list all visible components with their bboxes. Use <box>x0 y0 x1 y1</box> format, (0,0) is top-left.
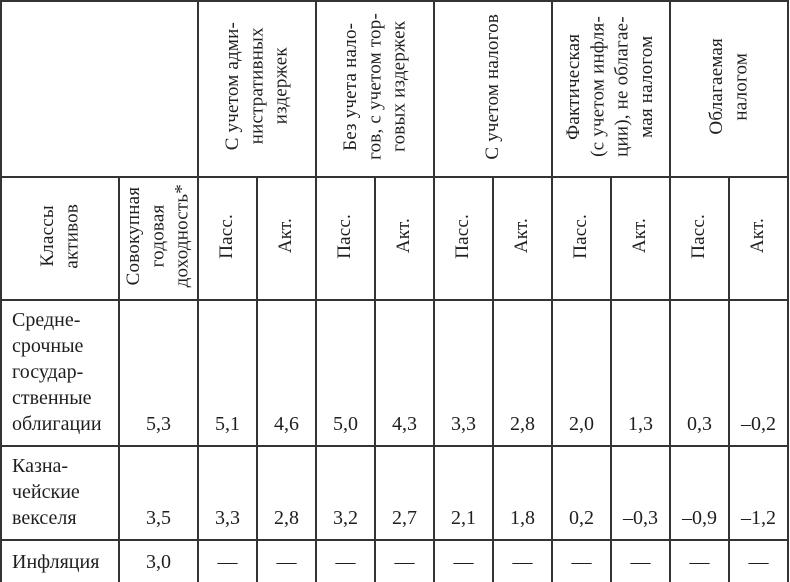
table-row-treasury-bills: Казна- чейские векселя 3,5 3,3 2,8 3,2 2… <box>0 445 789 541</box>
value-cell: 2,8 <box>256 445 317 541</box>
sub-header-label: Пасс. <box>452 213 474 259</box>
group-header-label: Фактическая (с учетом инфля- ции), не об… <box>563 16 658 157</box>
sub-header-active: Акт. <box>374 176 435 301</box>
sub-header-active: Акт. <box>610 176 671 301</box>
group-header-after-tax: С учетом налогов <box>433 0 553 178</box>
total-return-header: Совокупная годовая доходность* <box>118 176 199 301</box>
sub-header-active: Акт. <box>728 176 789 301</box>
group-header-label: Без учета нало- гов, с учетом тор- говых… <box>339 13 410 160</box>
group-header-row: С учетом адми- нистративных издержек Без… <box>0 0 789 178</box>
asset-classes-label: Классы активов <box>36 203 82 269</box>
value-cell: –0,3 <box>610 445 671 541</box>
total-return-value: 3,0 <box>118 539 199 582</box>
table-row-government-bonds: Средне- срочные государ- ственные облига… <box>0 299 789 447</box>
total-return-label: Совокупная годовая доходность* <box>123 184 193 288</box>
group-header-label: Облагаемая налогом <box>705 38 751 135</box>
group-header-real-tax-exempt: Фактическая (с учетом инфля- ции), не об… <box>551 0 671 178</box>
value-cell: — <box>315 539 376 582</box>
value-cell: 3,2 <box>315 445 376 541</box>
group-header-label: С учетом адми- нистративных издержек <box>221 22 292 151</box>
table-row-inflation: Инфляция 3,0 — — — — — — — — — — <box>0 539 789 582</box>
value-cell: 4,6 <box>256 299 317 447</box>
value-cell: — <box>256 539 317 582</box>
sub-header-passive: Пасс. <box>433 176 494 301</box>
value-cell: 2,8 <box>492 299 553 447</box>
value-cell: 5,0 <box>315 299 376 447</box>
sub-header-label: Акт. <box>511 218 533 254</box>
value-cell: 4,3 <box>374 299 435 447</box>
value-cell: 3,3 <box>433 299 494 447</box>
value-cell: 5,1 <box>197 299 258 447</box>
value-cell: — <box>374 539 435 582</box>
value-cell: — <box>197 539 258 582</box>
sub-header-label: Пасс. <box>216 213 238 259</box>
row-label: Казна- чейские векселя <box>0 445 120 541</box>
row-label: Средне- срочные государ- ственные облига… <box>0 299 120 447</box>
value-cell: –0,2 <box>728 299 789 447</box>
value-cell: 2,1 <box>433 445 494 541</box>
value-cell: 1,3 <box>610 299 671 447</box>
sub-header-label: Пасс. <box>688 213 710 259</box>
total-return-value: 5,3 <box>118 299 199 447</box>
value-cell: 0,2 <box>551 445 612 541</box>
sub-header-label: Акт. <box>393 218 415 254</box>
value-cell: — <box>669 539 730 582</box>
corner-cell <box>0 0 199 178</box>
total-return-value: 3,5 <box>118 445 199 541</box>
group-header-label: С учетом налогов <box>481 13 503 160</box>
value-cell: — <box>610 539 671 582</box>
sub-header-label: Пасс. <box>334 213 356 259</box>
value-cell: — <box>551 539 612 582</box>
value-cell: — <box>492 539 553 582</box>
row-label: Инфляция <box>0 539 120 582</box>
value-cell: — <box>728 539 789 582</box>
sub-header-label: Акт. <box>629 218 651 254</box>
sub-header-passive: Пасс. <box>315 176 376 301</box>
group-header-admin-costs: С учетом адми- нистративных издержек <box>197 0 317 178</box>
sub-header-row: Классы активов Совокупная годовая доходн… <box>0 176 789 301</box>
value-cell: 1,8 <box>492 445 553 541</box>
value-cell: — <box>433 539 494 582</box>
sub-header-label: Акт. <box>275 218 297 254</box>
value-cell: –1,2 <box>728 445 789 541</box>
sub-header-active: Акт. <box>256 176 317 301</box>
group-header-taxable: Облагаемая налогом <box>669 0 789 178</box>
sub-header-active: Акт. <box>492 176 553 301</box>
value-cell: 2,7 <box>374 445 435 541</box>
sub-header-label: Пасс. <box>570 213 592 259</box>
sub-header-label: Акт. <box>747 218 769 254</box>
group-header-pretax-trading-costs: Без учета нало- гов, с учетом тор- говых… <box>315 0 435 178</box>
sub-header-passive: Пасс. <box>551 176 612 301</box>
sub-header-passive: Пасс. <box>197 176 258 301</box>
value-cell: 3,3 <box>197 445 258 541</box>
value-cell: 2,0 <box>551 299 612 447</box>
asset-classes-header: Классы активов <box>0 176 120 301</box>
value-cell: 0,3 <box>669 299 730 447</box>
sub-header-passive: Пасс. <box>669 176 730 301</box>
value-cell: –0,9 <box>669 445 730 541</box>
